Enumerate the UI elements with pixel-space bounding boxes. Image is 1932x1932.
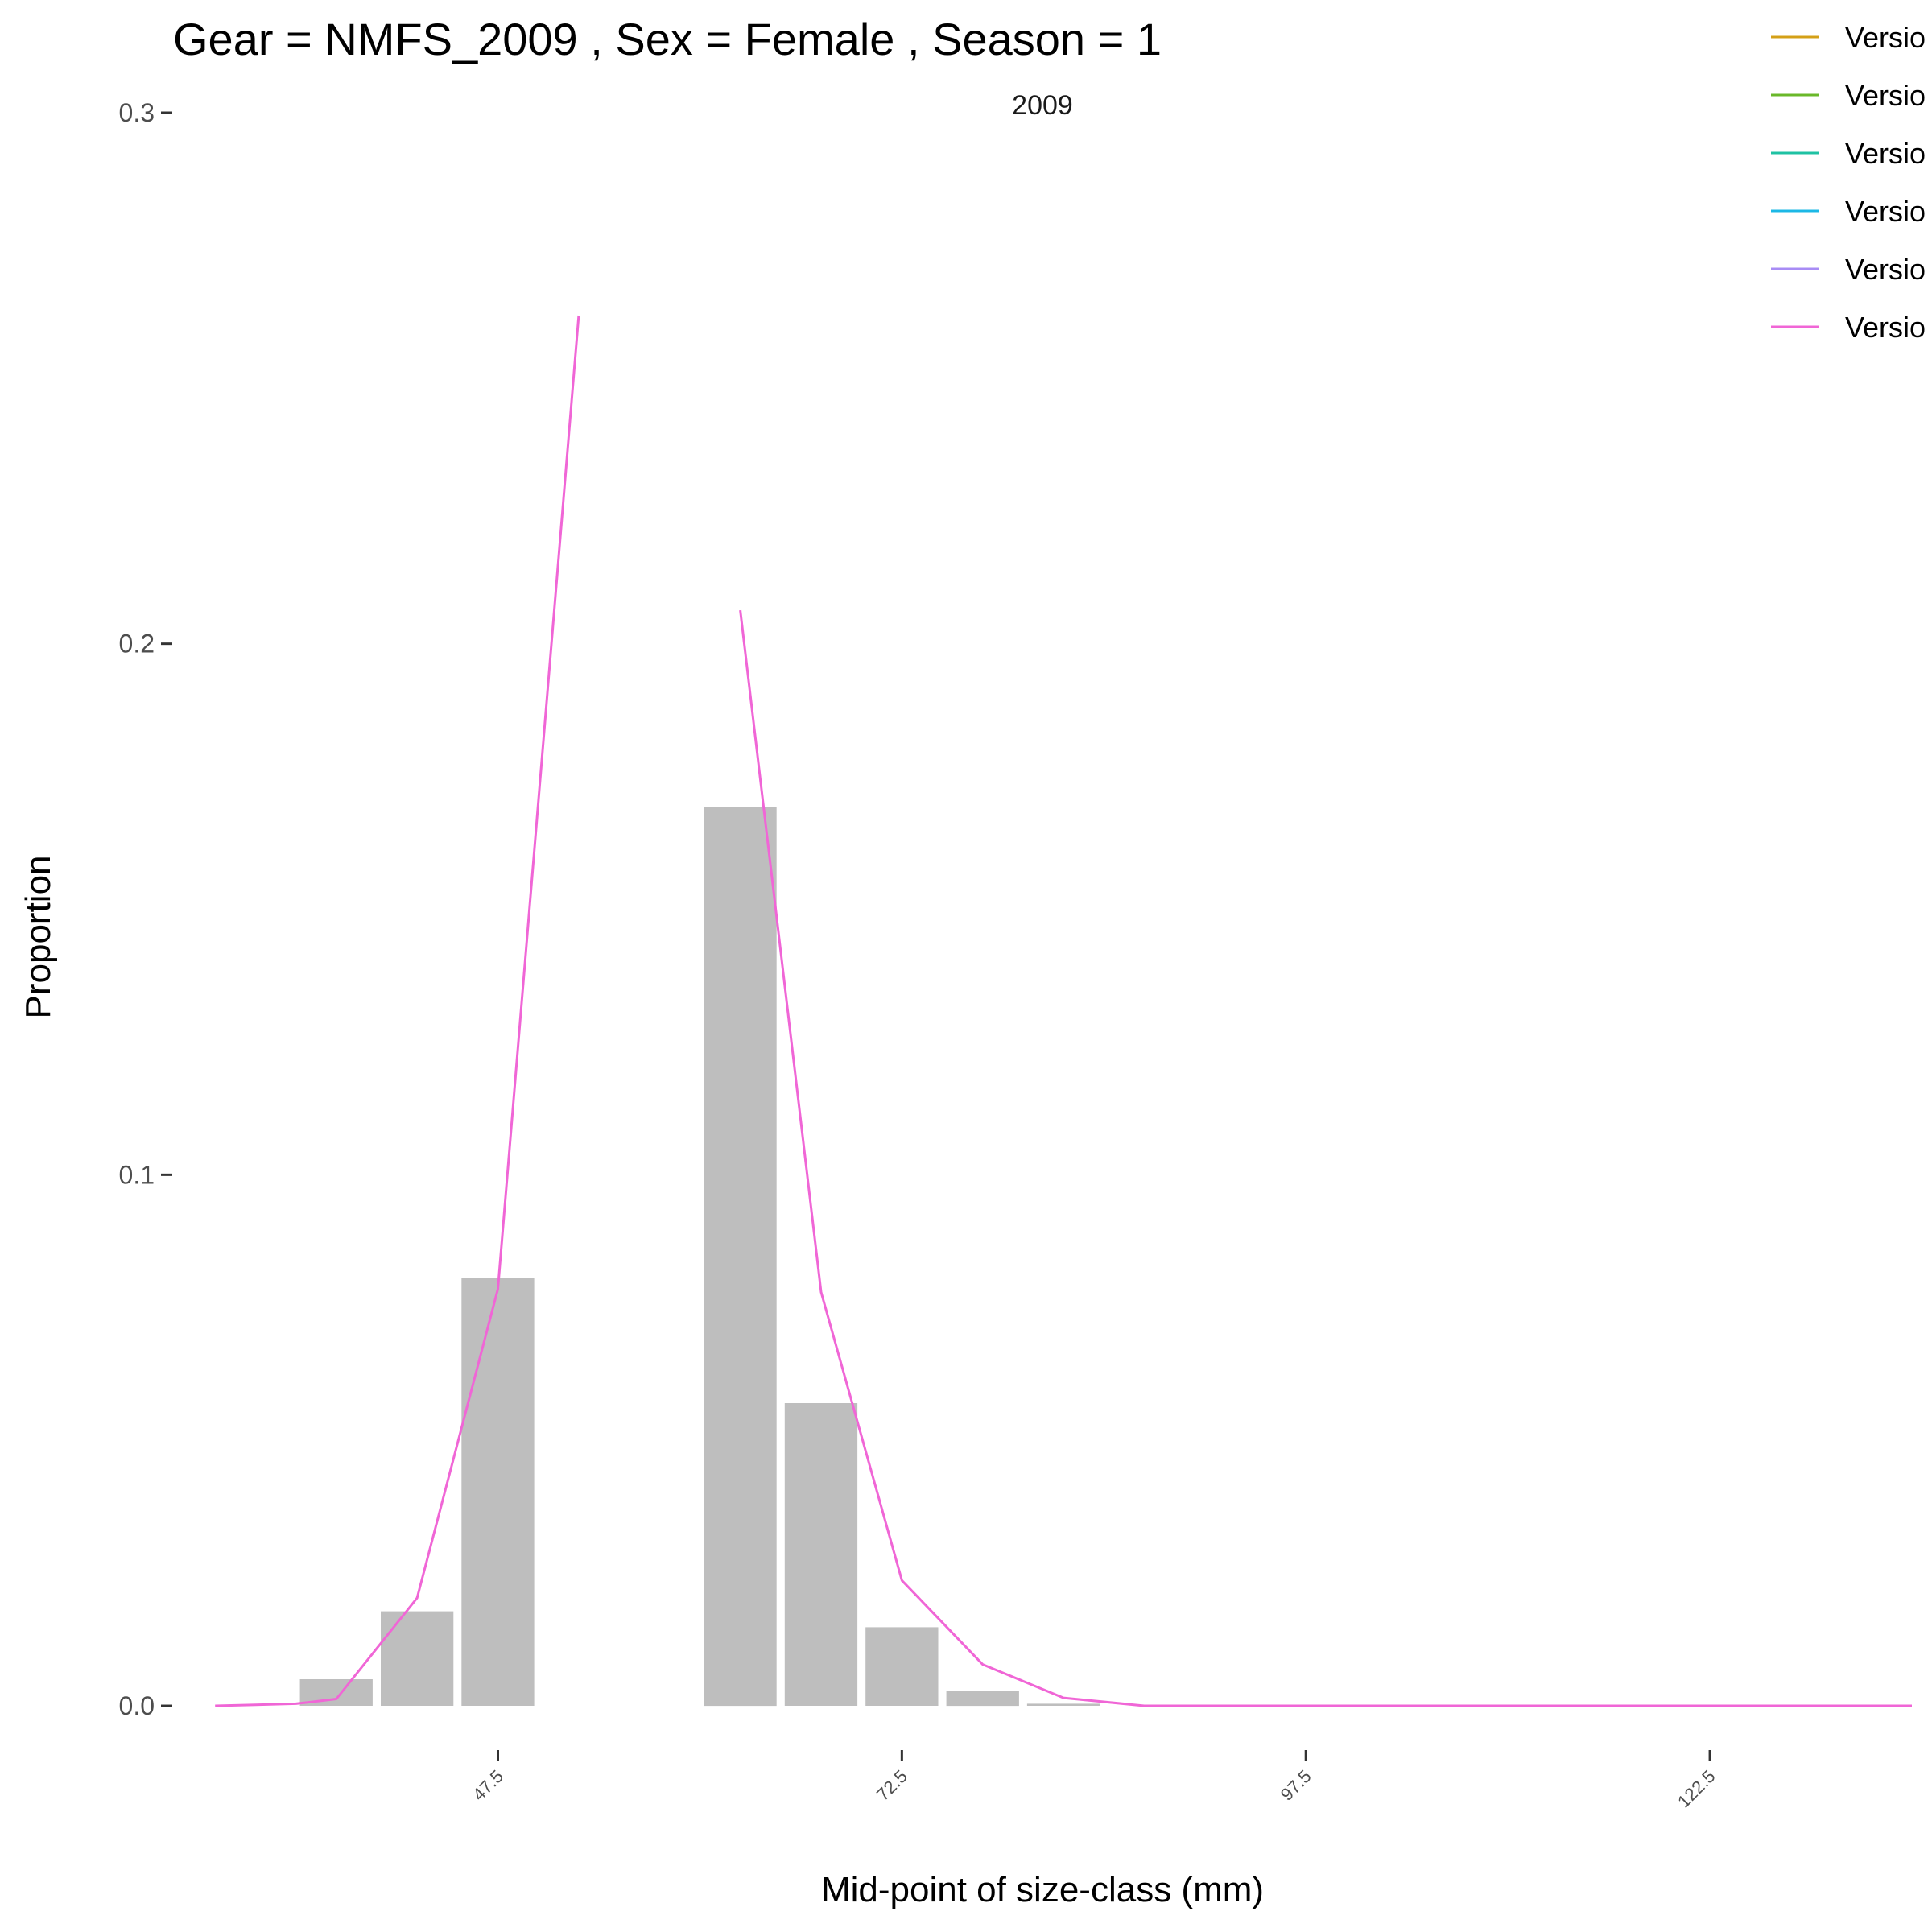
y-tick-label: 0.1 (119, 1160, 155, 1189)
y-tick-label: 0.0 (119, 1691, 155, 1720)
bar (461, 1278, 535, 1706)
bar (946, 1690, 1019, 1707)
legend-label: Versio (1845, 79, 1926, 112)
bars (299, 807, 1100, 1707)
x-tick-label: 97.5 (1277, 1766, 1315, 1805)
x-axis-title: Mid-point of size-class (mm) (821, 1870, 1264, 1909)
series-line (215, 315, 580, 1707)
series-line (739, 609, 1912, 1707)
bar (381, 1611, 454, 1706)
x-tick-label: 47.5 (469, 1766, 507, 1805)
y-axis-title: Proportion (19, 855, 58, 1018)
legend-label: Versio (1845, 195, 1926, 228)
y-axis: 0.0 0.1 0.2 0.3 (119, 98, 172, 1720)
bar (1026, 1703, 1100, 1706)
legend-label: Versio (1845, 253, 1926, 286)
legend-label: Versio (1845, 21, 1926, 54)
y-tick-label: 0.2 (119, 630, 155, 658)
legend-label: Versio (1845, 137, 1926, 170)
bar (784, 1403, 858, 1706)
y-tick-label: 0.3 (119, 98, 155, 127)
bar (704, 807, 777, 1707)
legend: Versio Versio Versio Versio Versio Versio (1771, 21, 1926, 344)
bar (865, 1627, 939, 1706)
x-tick-label: 122.5 (1674, 1766, 1719, 1812)
series-lines (215, 315, 1912, 1707)
x-axis: 47.5 72.5 97.5 122.5 (469, 1750, 1719, 1811)
chart-title: Gear = NMFS_2009 , Sex = Female , Season… (173, 14, 1162, 64)
x-tick-label: 72.5 (873, 1766, 911, 1805)
chart-subtitle: 2009 (1012, 90, 1073, 121)
legend-label: Versio (1845, 311, 1926, 344)
